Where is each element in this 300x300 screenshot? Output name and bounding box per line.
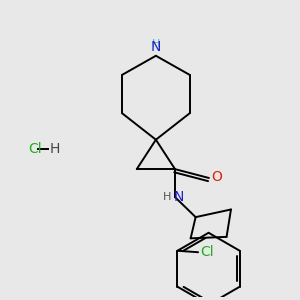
Text: O: O bbox=[211, 170, 222, 184]
Text: H: H bbox=[152, 39, 160, 49]
Text: N: N bbox=[151, 40, 161, 54]
Text: H: H bbox=[49, 142, 60, 155]
Text: Cl: Cl bbox=[200, 245, 214, 259]
Text: N: N bbox=[174, 190, 184, 204]
Text: Cl: Cl bbox=[28, 142, 41, 155]
Text: H: H bbox=[163, 192, 172, 202]
